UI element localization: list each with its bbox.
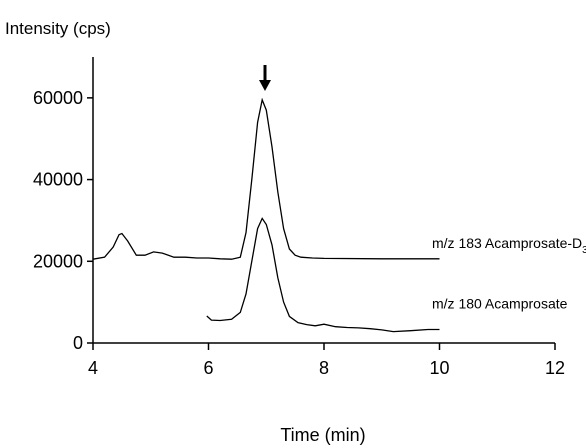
x-tick-label: 6 (203, 358, 213, 378)
series-label-subscript: 3 (582, 245, 586, 256)
series-label-text: m/z 183 Acamprosate-D (432, 235, 582, 251)
series-line (206, 217, 440, 333)
y-tick-label: 0 (73, 333, 83, 353)
y-tick-label: 20000 (33, 251, 83, 271)
x-tick-label: 4 (88, 358, 98, 378)
y-axis-label: Intensity (cps) (5, 19, 111, 38)
y-tick-label: 40000 (33, 170, 83, 190)
x-tick-label: 10 (429, 358, 449, 378)
series-label-text: m/z 180 Acamprosate (432, 296, 568, 312)
x-tick-label: 8 (319, 358, 329, 378)
y-tick-label: 60000 (33, 88, 83, 108)
series-line (92, 97, 440, 260)
x-axis-label: Time (min) (280, 425, 365, 445)
peak-arrow (259, 65, 271, 91)
series-label: m/z 180 Acamprosate (432, 296, 568, 312)
series-label: m/z 183 Acamprosate-D3 (432, 235, 586, 256)
x-tick-label: 12 (545, 358, 565, 378)
